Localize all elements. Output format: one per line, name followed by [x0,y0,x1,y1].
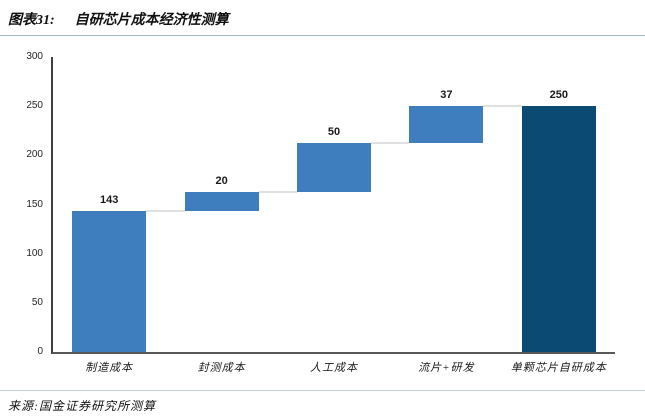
figure-title: 自研芯片成本经济性测算 [74,13,229,28]
source-divider [0,390,645,391]
waterfall-connector [483,105,522,108]
waterfall-step-bar [297,142,371,192]
x-axis-category-label: 流片+研发 [418,362,475,374]
x-axis-category-label: 单颗芯片自研成本 [510,362,607,374]
waterfall-connector [258,190,297,193]
y-axis-tick-label: 100 [26,247,43,259]
waterfall-total-bar [521,106,596,352]
y-axis-tick-label: 200 [26,149,43,161]
figure-number-label: 图表31: [8,13,55,28]
x-axis-category-label: 封测成本 [197,362,246,374]
plot-area: 143 制造成本 20 封测成本 50 人工成本 37 流片+研发 250 单颗芯片自研成本 [51,57,615,374]
bar-value-label: 143 [100,194,119,207]
bar-value-label: 20 [215,174,228,187]
y-axis-tick-label: 300 [26,51,43,62]
waterfall-connector [146,210,185,213]
figure-title-row: 图表31: 自研芯片成本经济性测算 [8,9,229,29]
bar-value-label: 250 [549,89,568,102]
y-axis-tick-label: 0 [37,346,43,357]
x-axis-category-label: 人工成本 [309,362,358,374]
y-axis: 0 50 100 150 200 250 300 [0,51,43,357]
bar-value-label: 37 [440,89,453,102]
bar-value-label: 50 [327,125,341,138]
title-divider [0,35,645,36]
waterfall-step-bar [184,191,259,212]
source-note: 来源:国金证券研究所测算 [8,399,156,413]
x-axis-category-label: 制造成本 [85,362,134,374]
y-axis-tick-label: 150 [26,198,43,210]
y-axis-tick-label: 50 [31,296,43,308]
waterfall-step-bar [72,211,147,352]
waterfall-connector [371,141,410,144]
y-axis-tick-label: 250 [26,100,43,112]
waterfall-step-bar [409,106,484,143]
